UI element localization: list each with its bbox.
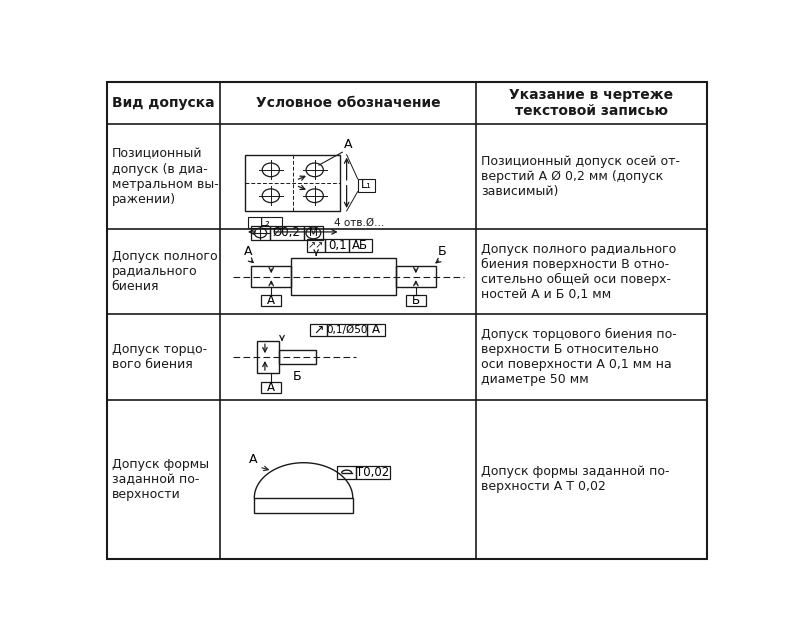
Text: Ø0,2: Ø0,2 bbox=[272, 227, 301, 239]
Text: А: А bbox=[268, 380, 276, 394]
Text: 0,1: 0,1 bbox=[328, 239, 346, 252]
Text: ↗↗: ↗↗ bbox=[308, 241, 324, 251]
Text: Т0,02: Т0,02 bbox=[357, 465, 389, 479]
Text: А: А bbox=[344, 138, 352, 150]
Text: Б: Б bbox=[437, 244, 446, 258]
Text: Позиционный допуск осей от-
верстий А Ø 0,2 мм (допуск
зависимый): Позиционный допуск осей от- верстий А Ø … bbox=[480, 155, 680, 198]
Text: L₂: L₂ bbox=[260, 218, 271, 227]
Text: АБ: АБ bbox=[353, 239, 368, 252]
Text: Условное обозначение: Условное обозначение bbox=[256, 96, 441, 110]
Text: 4 отв.Ø...: 4 отв.Ø... bbox=[334, 218, 384, 228]
Text: Допуск формы
заданной по-
верхности: Допуск формы заданной по- верхности bbox=[111, 458, 209, 501]
Text: А: А bbox=[249, 453, 257, 465]
Text: Вид допуска: Вид допуска bbox=[112, 96, 215, 110]
Text: Допуск торцового биения по-
верхности Б относительно
оси поверхности А 0,1 мм на: Допуск торцового биения по- верхности Б … bbox=[480, 328, 676, 386]
Text: ↗: ↗ bbox=[313, 323, 324, 337]
Text: Указание в чертеже
текстовой записью: Указание в чертеже текстовой записью bbox=[510, 88, 673, 118]
Text: 0,1/Ø50: 0,1/Ø50 bbox=[326, 325, 368, 335]
Text: А: А bbox=[244, 244, 252, 258]
Text: А: А bbox=[372, 323, 380, 337]
Text: Б: Б bbox=[412, 293, 420, 307]
Text: L₁: L₁ bbox=[361, 180, 372, 190]
Text: М: М bbox=[309, 228, 318, 238]
Text: Допуск полного радиального
биения поверхности В отно-
сительно общей оси поверх-: Допуск полного радиального биения поверх… bbox=[480, 243, 676, 301]
Text: Допуск торцо-
вого биения: Допуск торцо- вого биения bbox=[111, 343, 206, 371]
Text: Позиционный
допуск (в диа-
метральном вы-
ражении): Позиционный допуск (в диа- метральном вы… bbox=[111, 148, 218, 206]
Text: Допуск формы заданной по-
верхности А Т 0,02: Допуск формы заданной по- верхности А Т … bbox=[480, 465, 669, 493]
Text: Допуск полного
радиального
биения: Допуск полного радиального биения bbox=[111, 250, 218, 293]
Text: Б: Б bbox=[293, 370, 302, 383]
Text: А: А bbox=[268, 293, 276, 307]
